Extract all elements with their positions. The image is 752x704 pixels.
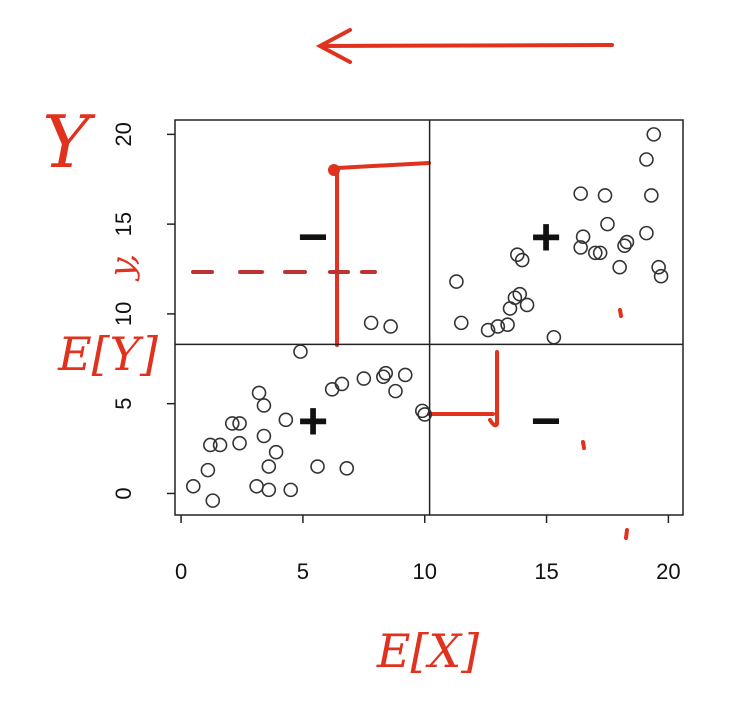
x-tick-label: 20: [656, 559, 680, 584]
point: [519, 297, 535, 313]
handwritten-label: Y: [42, 100, 96, 184]
point: [597, 188, 613, 203]
point: [500, 317, 515, 332]
x-tick-label: 10: [412, 559, 436, 584]
point: [268, 444, 284, 460]
point: [573, 240, 588, 255]
arrow-head: [315, 28, 352, 64]
point: [417, 407, 433, 422]
point: [203, 437, 218, 453]
point: [639, 152, 654, 167]
point: [653, 268, 669, 284]
point: [639, 225, 654, 241]
point: [232, 416, 247, 431]
quadrant-sign: −: [531, 393, 561, 451]
point: [256, 428, 272, 444]
point: [383, 319, 398, 334]
point: [573, 186, 588, 201]
y-tick-label: 15: [111, 212, 136, 236]
point: [490, 319, 506, 334]
x-tick-label: 15: [534, 559, 558, 584]
point: [480, 322, 496, 338]
point: [261, 482, 277, 498]
point: [644, 188, 659, 203]
y-tick-label: 10: [111, 302, 136, 326]
y-tick-label: 5: [111, 398, 136, 410]
point: [449, 274, 464, 289]
point: [388, 383, 403, 399]
point: [205, 493, 221, 508]
point: [514, 252, 530, 268]
point: [232, 435, 247, 451]
handwritten-label: E[X]: [376, 624, 479, 678]
point: [200, 462, 216, 478]
handwritten-label: E[Y]: [57, 327, 158, 381]
x-tick-label: 0: [175, 559, 187, 584]
arrow-shaft: [320, 43, 614, 48]
quadrant-sign: +: [531, 209, 561, 267]
point: [617, 238, 632, 253]
point: [414, 403, 430, 419]
point: [600, 216, 615, 232]
point: [510, 247, 525, 262]
y-tick-label: 20: [111, 122, 136, 146]
point: [651, 259, 666, 275]
point: [587, 245, 603, 261]
point: [619, 234, 635, 250]
point: [224, 416, 240, 431]
point: [256, 398, 272, 413]
bracket-bottom: [427, 350, 499, 428]
point: [339, 461, 355, 476]
point: [185, 478, 201, 494]
quadrant-sign: −: [298, 209, 328, 267]
point: [212, 437, 228, 453]
point: [283, 482, 299, 498]
point: [612, 259, 627, 275]
point: [575, 229, 591, 245]
point: [507, 290, 523, 306]
y-tick-label: 0: [111, 487, 136, 499]
quadrant-sign: +: [298, 393, 328, 451]
handwriting-strokes: [191, 28, 629, 540]
point: [251, 385, 267, 401]
x-tick-label: 5: [297, 559, 309, 584]
point: [646, 127, 662, 142]
point: [376, 369, 391, 385]
point: [334, 376, 350, 392]
point: [453, 315, 469, 331]
point: [378, 365, 394, 381]
point: [397, 367, 413, 383]
point: [261, 459, 277, 474]
point: [278, 412, 294, 428]
point: [310, 459, 325, 474]
point: [592, 245, 608, 261]
marks: [581, 308, 629, 540]
point: [512, 286, 528, 302]
point: [356, 371, 372, 386]
point: [546, 329, 562, 345]
point: [363, 315, 379, 331]
dot: [328, 164, 340, 176]
point: [293, 344, 308, 359]
